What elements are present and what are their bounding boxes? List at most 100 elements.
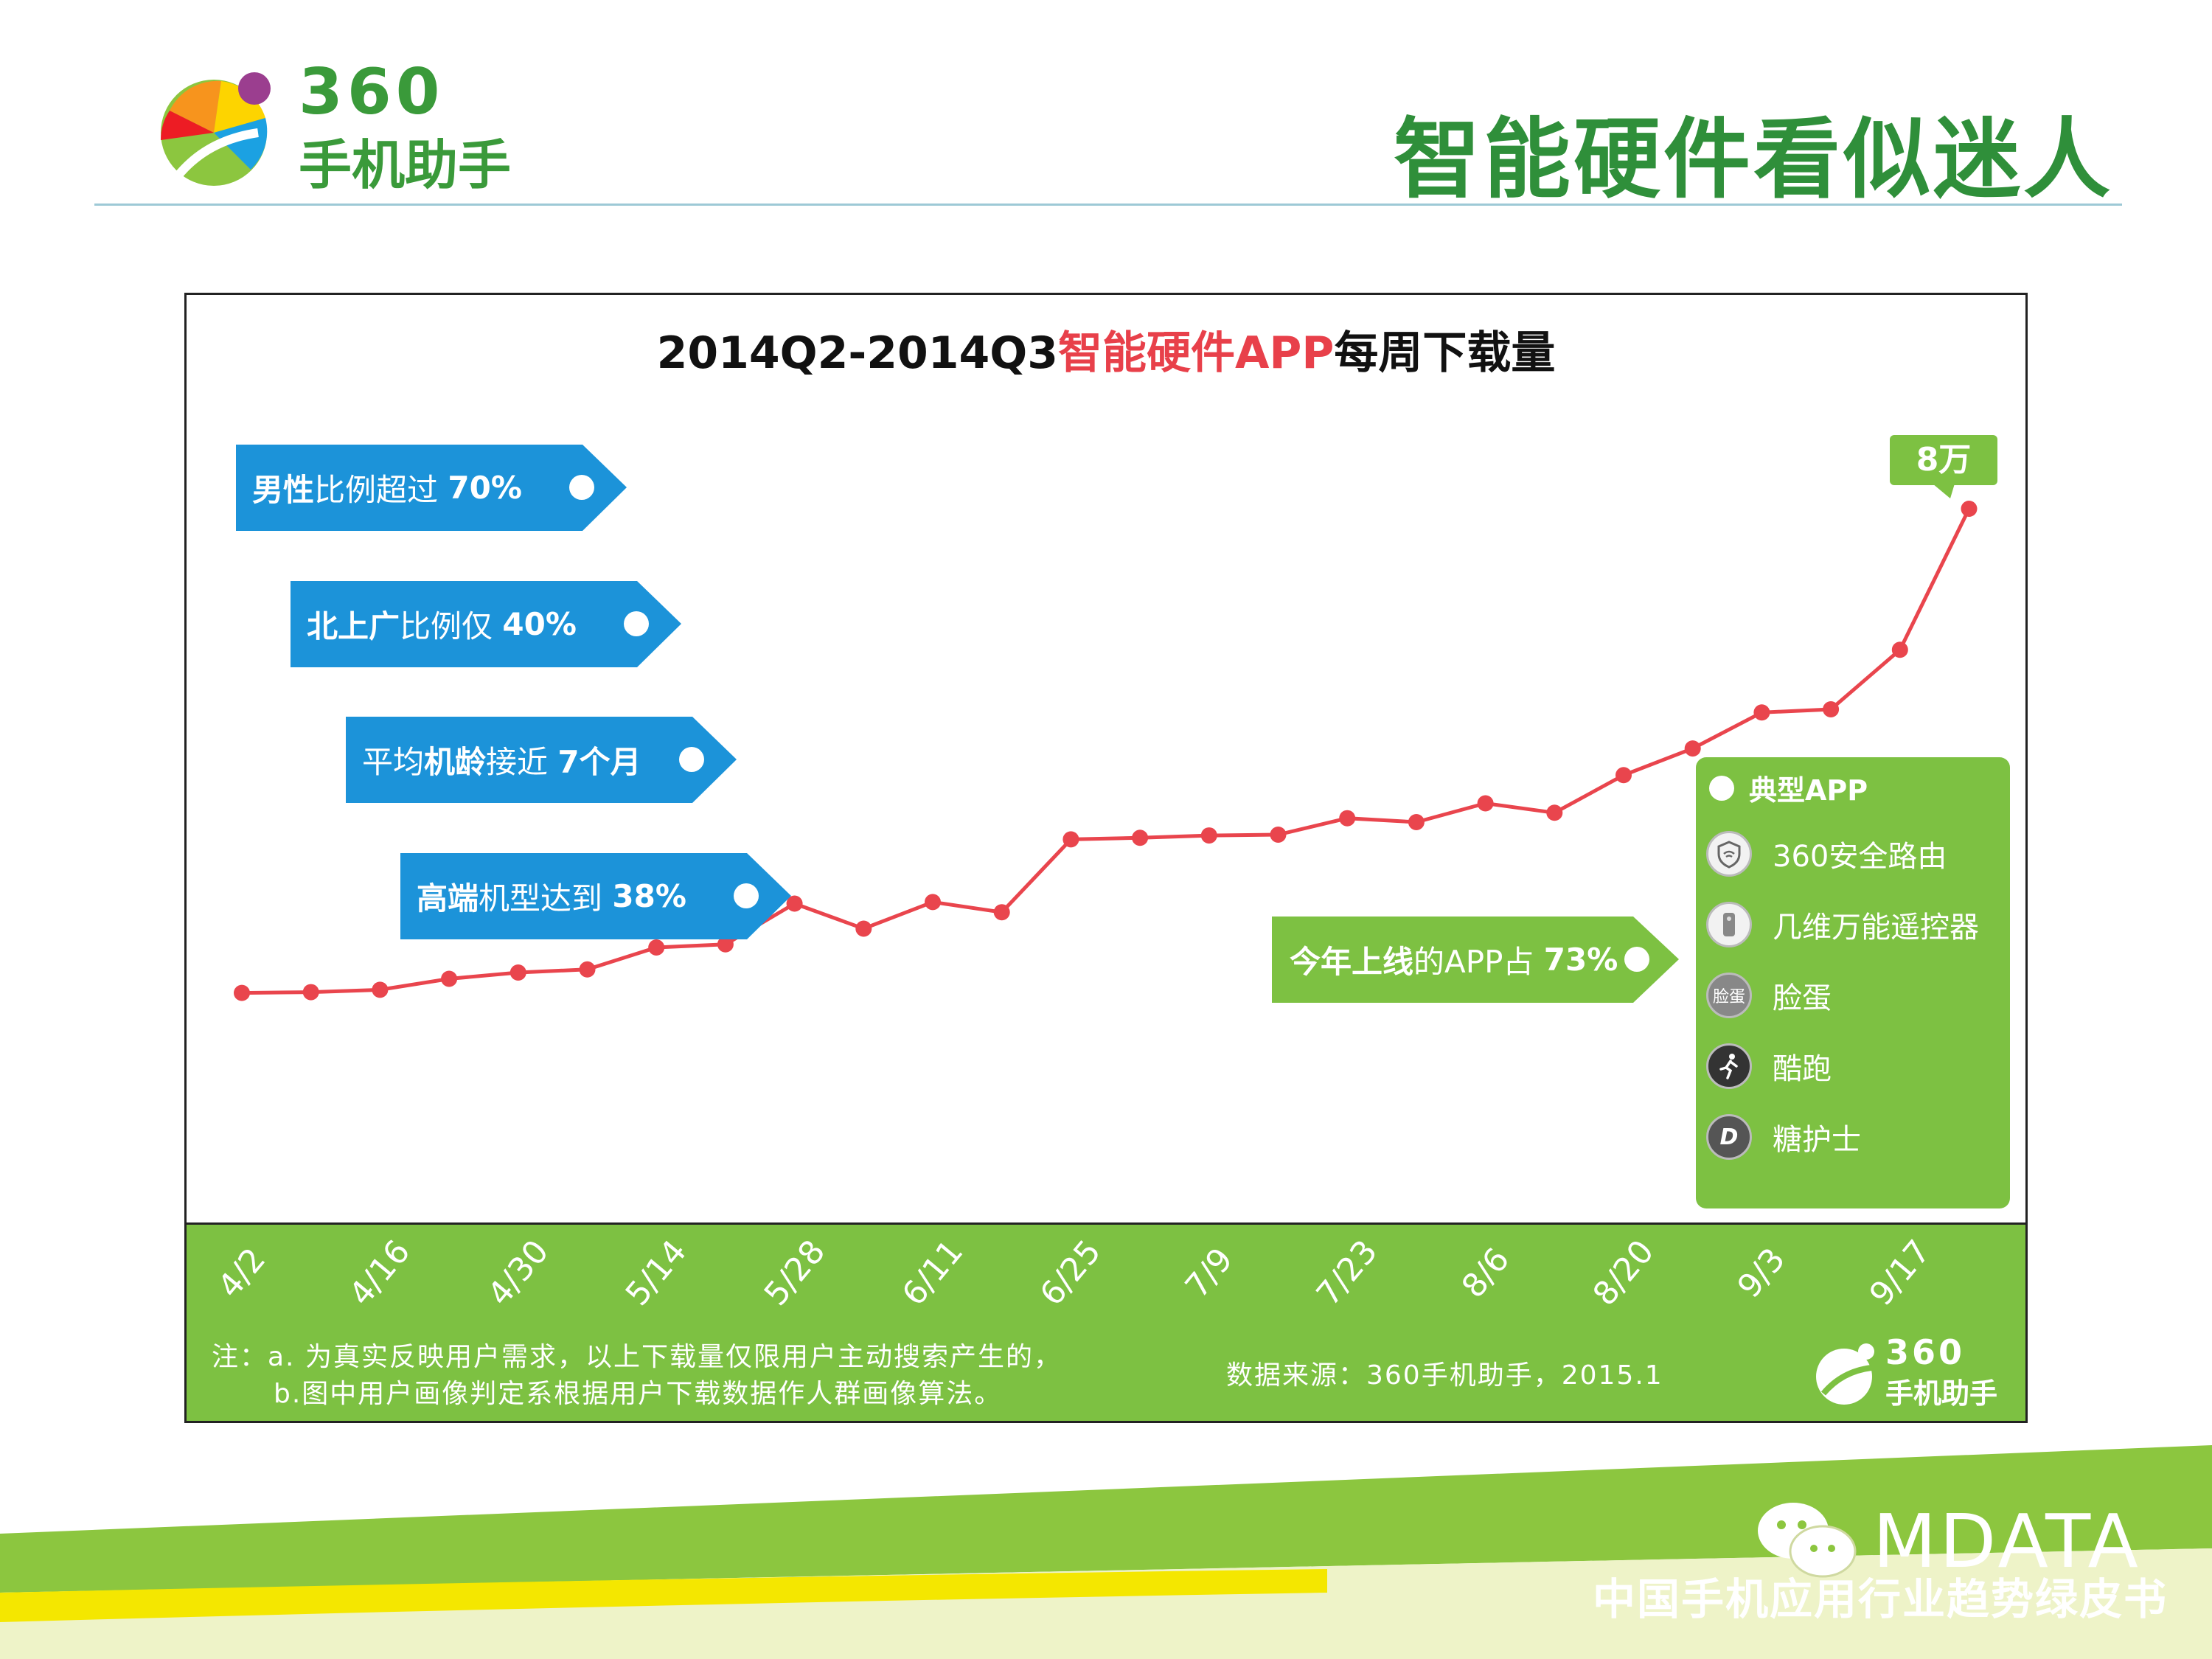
app-name: 脸蛋 bbox=[1773, 981, 1832, 1015]
face-icon-text: 脸蛋 bbox=[1712, 988, 1745, 1006]
data-point bbox=[1684, 740, 1701, 757]
header-divider bbox=[94, 204, 2122, 206]
x-tick-label: 6/11 bbox=[894, 1233, 971, 1313]
app-name: 酷跑 bbox=[1773, 1052, 1832, 1086]
data-point bbox=[1546, 804, 1563, 821]
app-item: 酷跑 bbox=[1706, 1043, 1832, 1089]
tag-age-text: 平均 bbox=[362, 744, 425, 780]
tag-age-text2: 接近 bbox=[486, 744, 549, 780]
tag-dot-icon bbox=[679, 747, 704, 772]
data-point bbox=[372, 981, 389, 998]
logo-ball-icon bbox=[160, 72, 271, 186]
tag-city-bold: 北上广 bbox=[307, 608, 400, 644]
chart-title-part3: 每周下载量 bbox=[1334, 327, 1556, 379]
data-point bbox=[302, 984, 319, 1001]
data-point bbox=[1753, 704, 1770, 721]
x-tick-label: 8/6 bbox=[1454, 1240, 1517, 1306]
tag-dot-icon bbox=[1624, 947, 1649, 972]
tag-highend: 高端 机型达到 38% bbox=[400, 853, 791, 939]
sugar-icon: D bbox=[1706, 1114, 1752, 1160]
tag-city-value: 40% bbox=[502, 606, 577, 642]
remote-icon bbox=[1706, 902, 1752, 947]
x-tick-label: 6/25 bbox=[1033, 1233, 1109, 1313]
apps-panel-header: 典型APP bbox=[1709, 768, 1868, 808]
note-line-1: 注：a. 为真实反映用户需求，以上下载量仅限用户主动搜索产生的， bbox=[212, 1342, 1062, 1372]
data-point bbox=[1408, 814, 1425, 830]
data-point bbox=[1132, 830, 1149, 846]
tag-male-text: 比例超过 bbox=[314, 472, 439, 508]
data-point bbox=[1615, 767, 1632, 784]
chart-title-part1: 2014Q2-2014Q3 bbox=[656, 327, 1058, 379]
sugar-icon-text: D bbox=[1719, 1124, 1739, 1150]
mdata-subtitle: 中国手机应用行业趋势绿皮书 bbox=[1593, 1574, 2168, 1624]
typical-apps-panel: 典型APP 360安全路由 几维万能遥控器 脸蛋 脸蛋 酷跑 D 糖护士 bbox=[1696, 757, 2010, 1208]
tag-dot-icon bbox=[734, 883, 759, 908]
tag-new-apps-bold: 今年上线 bbox=[1290, 944, 1414, 980]
band-logo-number: 360 bbox=[1885, 1332, 1966, 1372]
tag-age: 平均 机龄 接近 7个月 bbox=[346, 717, 737, 803]
logo-name: 手机助手 bbox=[299, 134, 512, 196]
runner-icon bbox=[1706, 1043, 1752, 1089]
band-logo-ball-icon bbox=[1816, 1343, 1874, 1405]
note-line-2: b.图中用户画像判定系根据用户下载数据作人群画像算法。 bbox=[274, 1379, 1003, 1409]
app-name: 几维万能遥控器 bbox=[1773, 911, 1979, 945]
end-value-callout: 8万 bbox=[1890, 435, 1997, 485]
app-item: 脸蛋 脸蛋 bbox=[1706, 973, 1832, 1018]
x-axis-band: 4/2 4/16 4/30 5/14 5/28 6/11 6/25 7/9 7/23 8/6 8/2… bbox=[187, 1222, 2025, 1421]
x-tick-label: 5/28 bbox=[757, 1233, 832, 1313]
callout-pointer-icon bbox=[1933, 484, 1955, 498]
app-item: D 糖护士 bbox=[1706, 1114, 1861, 1160]
footer-swoosh bbox=[0, 1445, 2212, 1659]
tag-male-bold: 男性 bbox=[252, 472, 315, 508]
series-line bbox=[241, 507, 1971, 995]
data-point bbox=[441, 970, 458, 987]
data-point bbox=[509, 964, 526, 981]
data-point bbox=[786, 895, 803, 912]
line-chart bbox=[234, 501, 1978, 1236]
x-tick-label: 4/30 bbox=[480, 1233, 557, 1313]
tag-new-apps-text: 的APP占 bbox=[1413, 944, 1534, 980]
wechat-icon bbox=[1758, 1503, 1857, 1578]
band-logo-name: 手机助手 bbox=[1885, 1377, 1998, 1410]
chart-title-highlight: 智能硬件APP bbox=[1058, 327, 1335, 379]
tag-dot-icon bbox=[569, 475, 594, 500]
data-point bbox=[1961, 501, 1978, 517]
band-logo: 360 手机助手 bbox=[1809, 1328, 2015, 1416]
tag-dot-icon bbox=[624, 611, 649, 636]
data-point bbox=[579, 961, 596, 978]
panel-dot-icon bbox=[1709, 775, 1734, 801]
tag-new-apps: 今年上线 的APP占 73% bbox=[1272, 917, 1679, 1003]
app-name: 360安全路由 bbox=[1773, 840, 1947, 874]
tag-city: 北上广 比例仅 40% bbox=[291, 581, 681, 667]
x-tick-label: 7/9 bbox=[1178, 1240, 1241, 1306]
x-tick-label: 8/20 bbox=[1585, 1233, 1662, 1313]
data-source: 数据来源：360手机助手，2015.1 bbox=[1226, 1360, 1663, 1391]
page-title: 智能硬件看似迷人 bbox=[1394, 108, 2114, 210]
x-tick-label: 7/23 bbox=[1309, 1233, 1385, 1313]
x-tick-label: 9/17 bbox=[1862, 1233, 1938, 1313]
router-icon bbox=[1706, 831, 1752, 877]
app-item: 360安全路由 bbox=[1706, 831, 1947, 877]
data-point bbox=[234, 984, 250, 1001]
apps-panel-title: 典型APP bbox=[1749, 774, 1868, 807]
x-tick-label: 5/14 bbox=[618, 1233, 695, 1313]
tag-highend-text: 机型达到 bbox=[479, 880, 603, 917]
tag-highend-bold: 高端 bbox=[417, 880, 479, 917]
data-point bbox=[1339, 810, 1356, 827]
chart-title: 2014Q2-2014Q3智能硬件APP每周下载量 bbox=[187, 317, 2025, 381]
data-point bbox=[1200, 827, 1217, 844]
tag-new-apps-value: 73% bbox=[1543, 942, 1618, 978]
data-point bbox=[925, 894, 941, 911]
header-logo: 360 手机助手 bbox=[147, 55, 560, 196]
tag-age-value: 7个月 bbox=[557, 744, 641, 780]
face-icon: 脸蛋 bbox=[1706, 973, 1752, 1018]
tag-highend-value: 38% bbox=[612, 878, 686, 914]
data-point bbox=[1891, 641, 1908, 658]
data-point bbox=[993, 904, 1010, 921]
data-point bbox=[1823, 701, 1840, 717]
data-point bbox=[1477, 795, 1494, 812]
data-point bbox=[1062, 831, 1079, 848]
data-point bbox=[648, 939, 665, 956]
app-item: 几维万能遥控器 bbox=[1706, 902, 1979, 947]
tag-city-text: 比例仅 bbox=[400, 608, 493, 644]
